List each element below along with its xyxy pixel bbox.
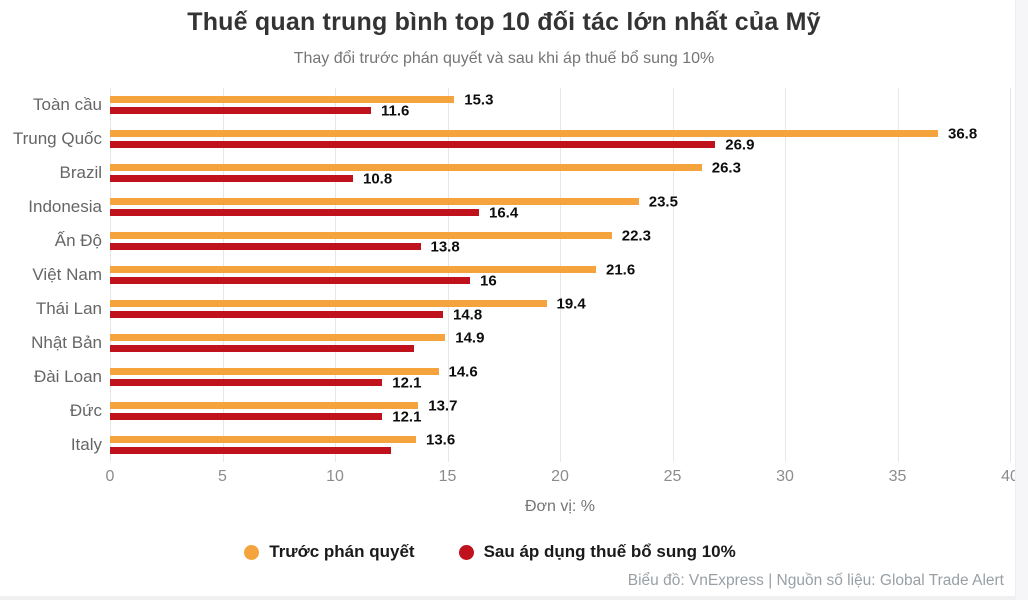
chart-row: Nhật Bản 14.9 bbox=[31, 326, 1010, 360]
bar-after-tariff[interactable] bbox=[110, 379, 383, 386]
legend-dot-before-icon bbox=[244, 544, 260, 560]
bar-value-label: 12.1 bbox=[392, 408, 422, 425]
x-tick-label: 35 bbox=[888, 468, 907, 485]
bar-after-tariff[interactable] bbox=[110, 107, 371, 114]
chart-row: Trung Quốc 36.8 26.9 bbox=[13, 122, 1010, 156]
category-label: Indonesia bbox=[28, 197, 102, 216]
bar-before-ruling[interactable] bbox=[110, 266, 596, 273]
x-tick-label: 40 bbox=[1001, 468, 1019, 485]
legend-label-before: Trước phán quyết bbox=[269, 542, 415, 561]
bar-after-tariff[interactable] bbox=[110, 447, 392, 454]
legend-item-before: Trước phán quyết bbox=[244, 542, 415, 562]
bar-before-ruling[interactable] bbox=[110, 436, 416, 443]
bar-value-label: 26.9 bbox=[725, 136, 755, 153]
bar-value-label: 13.8 bbox=[430, 238, 460, 255]
bar-before-ruling[interactable] bbox=[110, 402, 419, 409]
chart-row: Brazil 26.3 10.8 bbox=[59, 156, 1010, 190]
chart-row: Thái Lan 19.4 14.8 bbox=[36, 292, 1010, 326]
chart-row: Ấn Độ 22.3 13.8 bbox=[55, 224, 1010, 258]
gridline bbox=[785, 88, 786, 462]
bar-value-label: 19.4 bbox=[556, 295, 586, 312]
vertical-scrollbar[interactable] bbox=[1015, 0, 1028, 600]
bar-value-label: 12.1 bbox=[392, 374, 422, 391]
bar-before-ruling[interactable] bbox=[110, 130, 938, 137]
gridline bbox=[1010, 88, 1011, 462]
bar-before-ruling[interactable] bbox=[110, 300, 547, 307]
category-label: Việt Nam bbox=[32, 265, 102, 284]
bar-value-label: 10.8 bbox=[363, 170, 393, 187]
bar-after-tariff[interactable] bbox=[110, 175, 353, 182]
x-tick-label: 30 bbox=[776, 468, 794, 485]
bar-after-tariff[interactable] bbox=[110, 413, 383, 420]
plot-area: Toàn cầu 15.3 11.6 Trung Quốc 36.8 26.9 Brazil… bbox=[13, 88, 1011, 462]
bar-before-ruling[interactable] bbox=[110, 368, 439, 375]
chart-row: Đài Loan 14.6 12.1 bbox=[34, 360, 1010, 394]
bar-value-label: 23.5 bbox=[648, 193, 678, 210]
category-label: Brazil bbox=[59, 163, 102, 182]
x-tick-label: 10 bbox=[326, 468, 344, 485]
x-tick-label: 5 bbox=[218, 468, 227, 485]
bar-value-label: 14.9 bbox=[455, 329, 485, 346]
horizontal-scrollbar-track bbox=[0, 596, 1016, 600]
bar-before-ruling[interactable] bbox=[110, 334, 446, 341]
bar-value-label: 22.3 bbox=[621, 227, 651, 244]
x-axis-unit-label: Đơn vị: % bbox=[524, 498, 596, 515]
bar-value-label: 13.7 bbox=[428, 397, 458, 414]
bar-before-ruling[interactable] bbox=[110, 164, 702, 171]
category-label: Trung Quốc bbox=[12, 129, 102, 148]
bar-after-tariff[interactable] bbox=[110, 141, 716, 148]
bar-after-tariff[interactable] bbox=[110, 277, 470, 284]
category-label: Đài Loan bbox=[33, 367, 102, 386]
bar-value-label: 16 bbox=[480, 272, 497, 289]
bar-after-tariff[interactable] bbox=[110, 311, 443, 318]
chart-row: Việt Nam 21.6 16 bbox=[32, 258, 1010, 292]
chart-row: Indonesia 23.5 16.4 bbox=[28, 190, 1010, 224]
gridline bbox=[447, 88, 449, 462]
gridline bbox=[672, 88, 674, 462]
bar-value-label: 21.6 bbox=[606, 261, 636, 278]
bar-value-label: 26.3 bbox=[711, 159, 741, 176]
chart-subtitle: Thay đổi trước phán quyết và sau khi áp … bbox=[293, 50, 715, 67]
category-label: Italy bbox=[70, 435, 102, 454]
gridline bbox=[897, 88, 899, 462]
category-label: Nhật Bản bbox=[31, 333, 102, 352]
bar-after-tariff[interactable] bbox=[110, 243, 421, 250]
chart-row: Italy 13.6 bbox=[71, 428, 1010, 462]
bar-before-ruling[interactable] bbox=[110, 232, 612, 239]
chart-row: Toàn cầu 15.3 11.6 bbox=[33, 88, 1010, 122]
attribution-text: Biểu đồ: VnExpress | Nguồn số liệu: Glob… bbox=[627, 572, 1004, 589]
gridline bbox=[222, 88, 224, 462]
bar-after-tariff[interactable] bbox=[110, 345, 414, 352]
bar-value-label: 36.8 bbox=[948, 125, 978, 142]
x-tick-label: 20 bbox=[551, 468, 569, 485]
x-axis: 0 5 10 15 20 25 30 35 40 bbox=[106, 468, 1019, 488]
bar-after-tariff[interactable] bbox=[110, 209, 479, 216]
legend-item-after: Sau áp dụng thuế bổ sung 10% bbox=[458, 542, 736, 562]
chart-title: Thuế quan trung bình top 10 đối tác lớn … bbox=[187, 8, 821, 36]
gridline bbox=[560, 88, 561, 462]
bar-value-label: 14.6 bbox=[448, 363, 478, 380]
legend: Trước phán quyết Sau áp dụng thuế bổ sun… bbox=[0, 542, 980, 562]
x-tick-label: 15 bbox=[438, 468, 457, 485]
category-label: Thái Lan bbox=[35, 299, 102, 318]
bar-value-label: 16.4 bbox=[489, 204, 519, 221]
gridline bbox=[335, 88, 336, 462]
bar-before-ruling[interactable] bbox=[110, 198, 639, 205]
x-tick-label: 25 bbox=[663, 468, 682, 485]
bar-value-label: 14.8 bbox=[453, 306, 483, 323]
chart-row: Đức 13.7 12.1 bbox=[70, 394, 1010, 428]
category-label: Toàn cầu bbox=[33, 95, 102, 114]
category-label: Đức bbox=[69, 401, 102, 420]
bar-value-label: 11.6 bbox=[381, 102, 410, 119]
legend-label-after: Sau áp dụng thuế bổ sung 10% bbox=[483, 542, 736, 561]
bar-value-label: 13.6 bbox=[426, 431, 456, 448]
gridline bbox=[110, 88, 111, 462]
category-label: Ấn Độ bbox=[54, 231, 102, 250]
bar-value-label: 15.3 bbox=[464, 91, 494, 108]
x-tick-label: 0 bbox=[105, 468, 115, 485]
legend-dot-after-icon bbox=[458, 544, 474, 560]
bar-before-ruling[interactable] bbox=[110, 96, 455, 103]
